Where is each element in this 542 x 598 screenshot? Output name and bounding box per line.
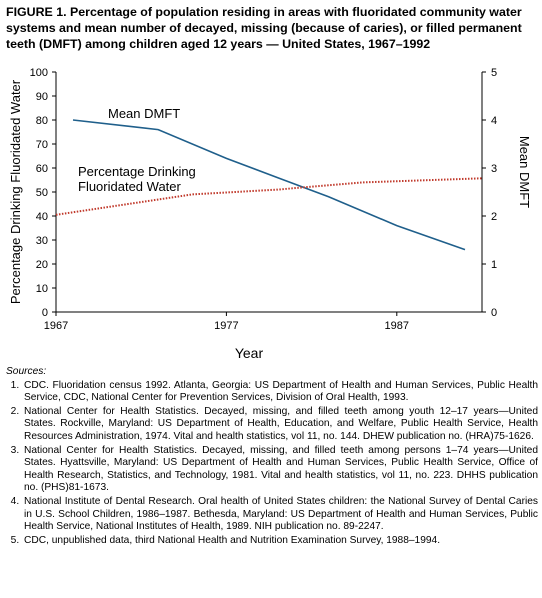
x-tick-label: 1967 [44, 320, 68, 332]
source-item: National Center for Health Statistics. D… [22, 406, 538, 444]
left-tick-label: 30 [36, 235, 48, 247]
sources-header: Sources: [6, 366, 47, 377]
right-tick-label: 0 [491, 307, 497, 319]
x-tick-label: 1987 [385, 320, 409, 332]
left-tick-label: 50 [36, 187, 48, 199]
figure-title: FIGURE 1. Percentage of population resid… [6, 5, 522, 51]
x-tick-label: 1977 [214, 320, 238, 332]
right-tick-label: 2 [491, 211, 497, 223]
left-axis-label: Percentage Drinking Fluoridated Water [8, 79, 23, 304]
series-line-1 [55, 177, 483, 216]
left-tick-label: 70 [36, 139, 48, 151]
left-tick-label: 60 [36, 163, 48, 175]
series-annotation-label: Percentage Drinking [78, 164, 196, 179]
source-item: National Institute of Dental Research. O… [22, 496, 538, 534]
left-tick-label: 100 [30, 67, 48, 79]
series-annotation-label: Mean DMFT [108, 106, 180, 121]
right-tick-label: 5 [491, 67, 497, 79]
source-item: CDC. Fluoridation census 1992. Atlanta, … [22, 380, 538, 405]
right-tick-label: 4 [491, 115, 497, 127]
left-tick-label: 90 [36, 91, 48, 103]
left-tick-label: 40 [36, 211, 48, 223]
left-tick-label: 0 [42, 307, 48, 319]
left-tick-label: 20 [36, 259, 48, 271]
x-axis-label: Year [235, 345, 264, 361]
right-tick-label: 1 [491, 259, 497, 271]
left-tick-label: 10 [36, 283, 48, 295]
right-axis-label: Mean DMFT [517, 136, 532, 208]
left-tick-label: 80 [36, 115, 48, 127]
sources-section: Sources: CDC. Fluoridation census 1992. … [6, 366, 538, 548]
sources-list: CDC. Fluoridation census 1992. Atlanta, … [6, 380, 538, 548]
series-annotation-label: Fluoridated Water [78, 179, 182, 194]
source-item: National Center for Health Statistics. D… [22, 445, 538, 495]
dual-axis-line-chart: 0 10 20 30 40 50 60 70 80 90 100 0 1 2 3 4 5 1967 1977 1987… [8, 67, 532, 361]
source-item: CDC, unpublished data, third National He… [22, 535, 538, 548]
right-tick-label: 3 [491, 163, 497, 175]
series-line-0 [72, 119, 466, 251]
